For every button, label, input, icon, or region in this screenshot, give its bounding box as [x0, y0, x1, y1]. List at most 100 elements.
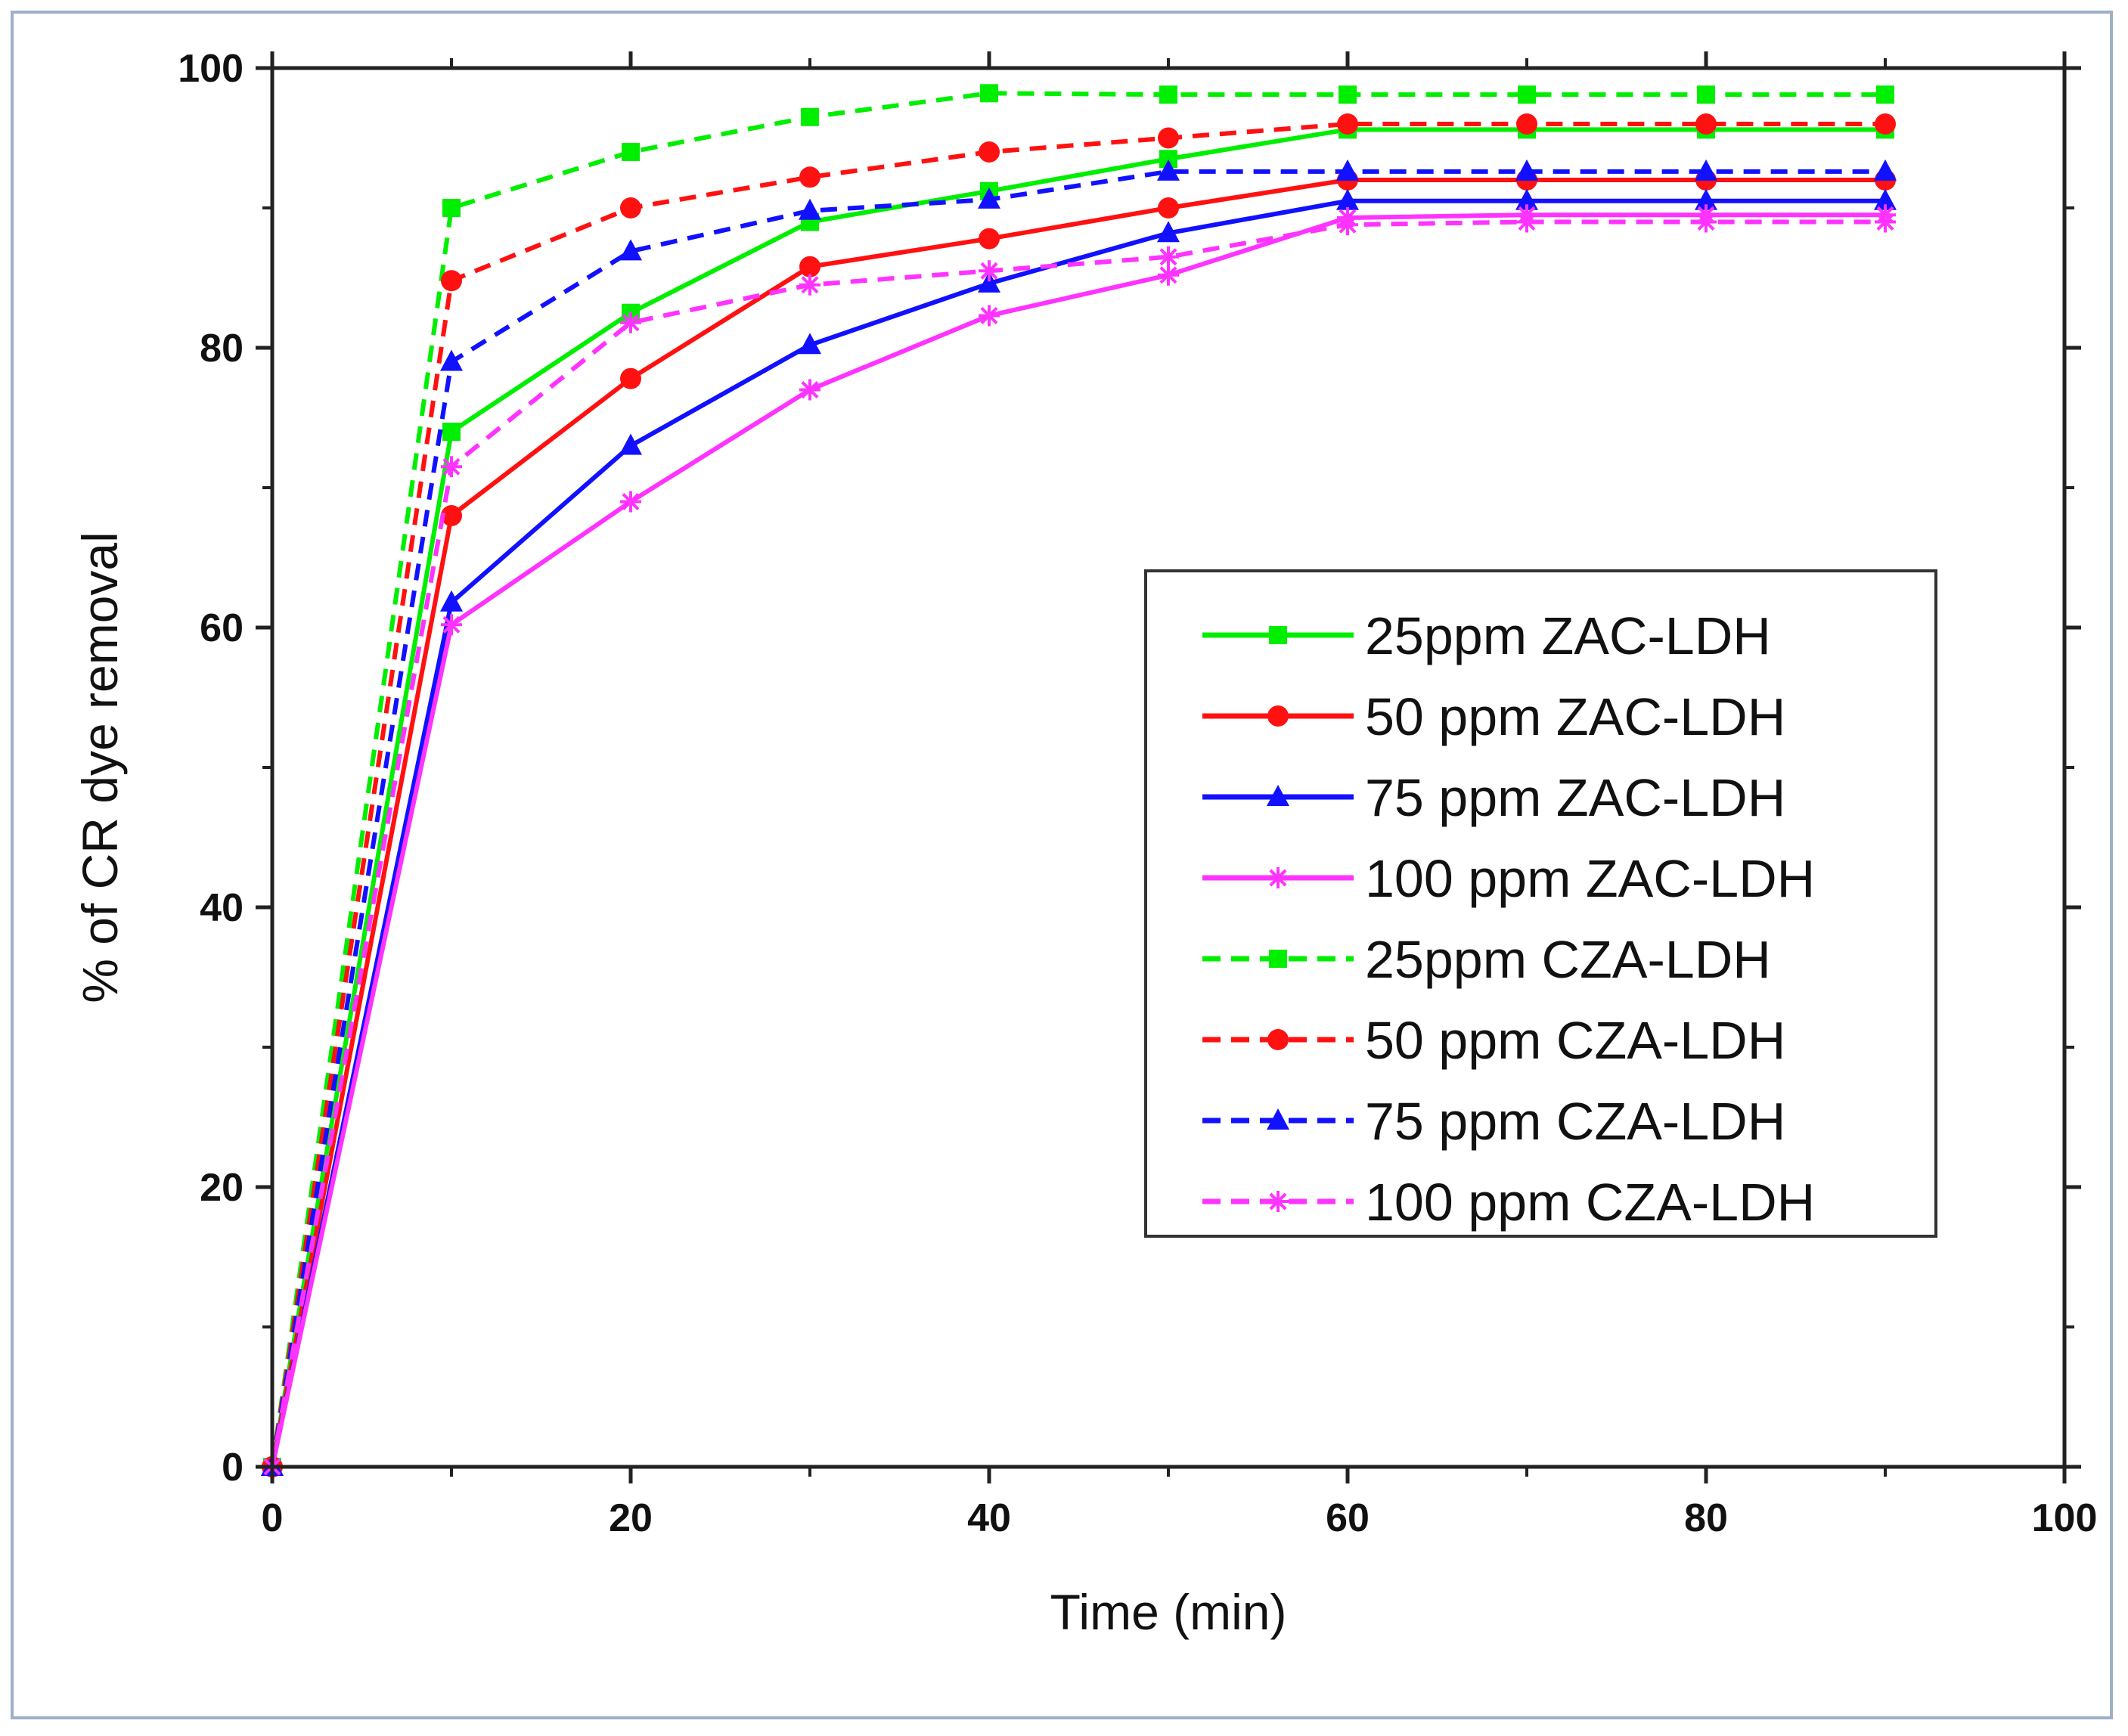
legend-label: 50 ppm ZAC-LDH: [1365, 687, 1785, 746]
data-point: [1874, 159, 1897, 181]
y-tick-label: 20: [200, 1166, 244, 1210]
data-point: [1875, 113, 1896, 135]
series-line: [270, 169, 1885, 1468]
series-8: [262, 211, 1896, 1477]
data-point: [1157, 159, 1180, 181]
data-point: [1157, 221, 1180, 243]
y-tick-label: 40: [200, 886, 244, 930]
data-point: [1336, 188, 1359, 210]
data-point: [799, 256, 820, 277]
data-point: [1875, 211, 1896, 233]
legend-marker: [1269, 626, 1287, 644]
legend-marker: [1267, 1108, 1289, 1130]
data-point: [799, 198, 821, 220]
data-point: [441, 456, 462, 478]
data-point: [1515, 188, 1538, 210]
data-point: [440, 590, 463, 612]
data-point: [442, 199, 461, 217]
data-point: [980, 84, 998, 103]
data-point: [442, 423, 461, 441]
x-tick-label: 100: [2032, 1496, 2098, 1540]
legend-label: 75 ppm ZAC-LDH: [1365, 768, 1785, 827]
legend-marker: [1267, 1029, 1289, 1050]
data-point: [1515, 159, 1538, 181]
data-point: [619, 433, 642, 455]
legend-marker: [1267, 785, 1289, 806]
y-tick-label: 80: [200, 327, 244, 370]
legend-marker: [1267, 867, 1289, 888]
x-axis-title: Time (min): [1050, 1584, 1287, 1640]
data-point: [441, 270, 462, 292]
data-point: [1339, 85, 1357, 104]
data-point: [441, 505, 462, 526]
x-tick-label: 0: [262, 1496, 284, 1540]
data-point: [978, 271, 1000, 293]
data-point: [1336, 159, 1359, 181]
legend-marker: [1267, 1191, 1289, 1212]
series-5: [263, 84, 1894, 1476]
data-point: [1695, 211, 1717, 233]
data-point: [1695, 188, 1717, 210]
data-point: [1337, 113, 1358, 135]
data-point: [1516, 211, 1537, 233]
legend-marker: [1269, 950, 1287, 968]
data-point: [440, 349, 463, 371]
data-point: [1516, 113, 1537, 135]
legend-label: 100 ppm CZA-LDH: [1365, 1173, 1815, 1232]
data-point: [620, 367, 641, 389]
legend-label: 25ppm ZAC-LDH: [1365, 606, 1771, 665]
data-point: [979, 260, 1000, 282]
data-point: [441, 614, 462, 636]
data-point: [979, 228, 1000, 250]
data-point: [1695, 159, 1717, 181]
data-point: [1697, 85, 1715, 104]
data-point: [799, 379, 820, 401]
y-tick-label: 100: [178, 47, 244, 91]
series-line: [270, 198, 1885, 1468]
series-line: [270, 122, 1885, 1468]
data-point: [979, 305, 1000, 327]
data-point: [799, 333, 821, 355]
data-point: [622, 143, 640, 161]
data-point: [620, 197, 641, 219]
data-point: [619, 239, 642, 261]
data-point: [1695, 113, 1717, 135]
data-point: [978, 187, 1000, 209]
series-line: [270, 219, 1885, 1468]
data-point: [801, 107, 819, 126]
series-line: [270, 91, 1885, 1468]
legend-label: 100 ppm ZAC-LDH: [1365, 849, 1815, 908]
data-point: [979, 141, 1000, 163]
data-point: [1518, 85, 1536, 104]
data-point: [1874, 188, 1897, 210]
data-point: [1158, 246, 1179, 268]
legend-label: 50 ppm CZA-LDH: [1365, 1011, 1785, 1070]
data-point: [1159, 85, 1177, 104]
x-tick-label: 20: [609, 1496, 653, 1540]
data-point: [799, 274, 820, 296]
series-3: [261, 188, 1897, 1476]
y-tick-label: 60: [200, 606, 244, 650]
x-tick-label: 40: [967, 1496, 1011, 1540]
data-point: [620, 312, 641, 333]
data-point: [1158, 264, 1179, 286]
y-tick-label: 0: [222, 1446, 244, 1490]
series-line: [270, 178, 1885, 1468]
data-point: [1158, 197, 1179, 219]
x-tick-label: 80: [1684, 1496, 1728, 1540]
data-point: [620, 491, 641, 513]
y-axis-title: % of CR dye removal: [72, 532, 128, 1003]
series-line: [270, 212, 1885, 1468]
legend-label: 75 ppm CZA-LDH: [1365, 1092, 1785, 1151]
data-point: [1876, 85, 1894, 104]
series-line: [270, 127, 1885, 1468]
axes-layer: 0 20 40 60 80 100 0 20 40 60 80 100: [178, 47, 2097, 1540]
legend: 25ppm ZAC-LDH 50 ppm ZAC-LDH 75 ppm ZAC-LD…: [1144, 569, 1937, 1238]
data-point: [1158, 127, 1179, 149]
x-tick-label: 60: [1326, 1496, 1370, 1540]
legend-marker: [1267, 705, 1289, 727]
data-point: [1337, 214, 1358, 236]
legend-label: 25ppm CZA-LDH: [1365, 930, 1771, 989]
data-point: [799, 166, 820, 188]
